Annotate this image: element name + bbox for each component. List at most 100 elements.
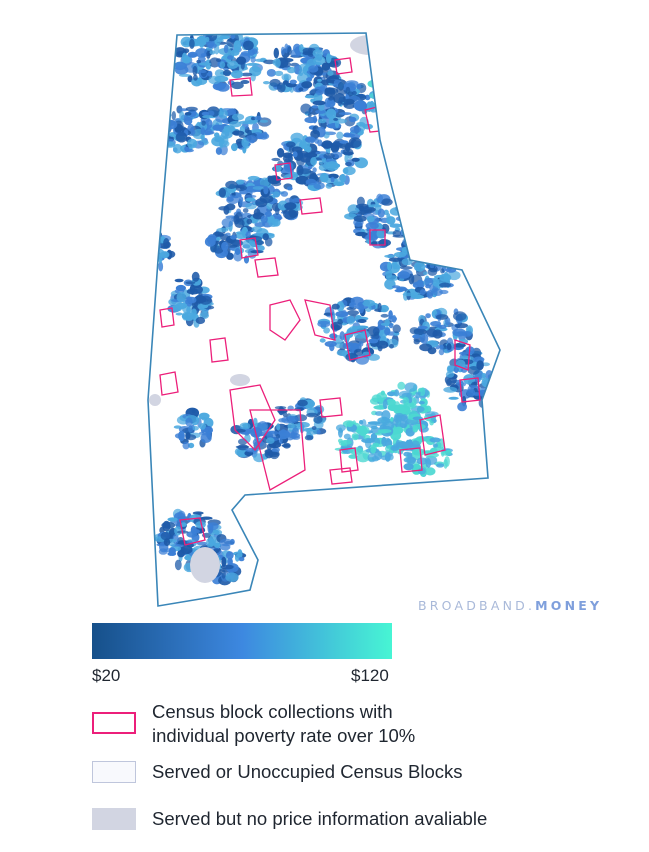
coverage-block [344, 142, 351, 152]
coverage-block [158, 261, 164, 272]
coverage-block [208, 43, 217, 49]
state-outline [147, 32, 501, 607]
brand-watermark: BROADBAND.MONEY [418, 598, 602, 613]
coverage-block [407, 452, 413, 459]
coverage-block [384, 254, 395, 258]
coverage-block [216, 236, 221, 241]
coverage-block [420, 83, 428, 95]
coverage-block [266, 69, 276, 77]
coverage-block [334, 119, 340, 128]
coverage-block [225, 572, 239, 582]
coverage-block [173, 61, 188, 71]
coverage-block [310, 157, 317, 166]
coverage-block [415, 252, 421, 258]
coverage-block [347, 310, 359, 316]
coverage-block [402, 292, 414, 297]
coverage-block [400, 43, 409, 50]
coverage-block [445, 317, 451, 326]
coverage-block [387, 95, 394, 103]
coverage-block [377, 67, 387, 75]
coverage-block [342, 342, 354, 350]
coverage-block [178, 430, 185, 442]
coverage-block [336, 301, 345, 312]
coverage-block [324, 87, 335, 94]
coverage-block [205, 36, 210, 43]
coverage-block [292, 198, 302, 203]
coverage-block [481, 372, 486, 379]
coverage-block [201, 111, 210, 116]
coverage-block [339, 173, 346, 183]
coverage-block [399, 217, 413, 222]
coverage-block [231, 143, 238, 152]
legend-no-price-label: Served but no price information avaliabl… [152, 808, 488, 829]
coverage-block [411, 66, 418, 73]
coverage-block [345, 80, 359, 87]
coverage-block [272, 191, 281, 198]
coverage-block [186, 296, 197, 304]
coverage-block [286, 141, 296, 148]
coverage-block [346, 421, 354, 428]
coverage-block [264, 211, 272, 217]
coverage-block [382, 399, 388, 410]
coverage-block [385, 92, 399, 103]
coverage-block [216, 83, 230, 92]
coverage-block [414, 84, 420, 88]
coverage-block [208, 535, 217, 546]
coverage-block [267, 175, 273, 180]
coverage-block [443, 386, 458, 393]
coverage-block [312, 49, 324, 58]
brand-part2: MONEY [535, 598, 603, 613]
poverty-outline [249, 409, 306, 491]
coverage-block [333, 93, 346, 104]
coverage-block [388, 322, 394, 329]
poverty-outline [254, 257, 279, 278]
coverage-block [393, 73, 401, 84]
coverage-block [351, 157, 360, 162]
coverage-block [402, 396, 410, 406]
coverage-block [175, 284, 186, 292]
coverage-block [312, 167, 317, 173]
coverage-block [251, 48, 258, 55]
coverage-block [444, 456, 450, 467]
coverage-block [221, 218, 234, 228]
coverage-block [407, 439, 414, 448]
coverage-block [219, 35, 230, 40]
coverage-block [385, 79, 399, 88]
coverage-block [390, 445, 400, 451]
coverage-block [250, 56, 256, 63]
coverage-block [218, 140, 230, 148]
coverage-block [375, 411, 384, 416]
coverage-block [185, 281, 196, 285]
coverage-block [231, 113, 245, 121]
poverty-outline [304, 299, 336, 341]
coverage-block [435, 314, 449, 320]
coverage-block [457, 402, 467, 412]
coverage-block [191, 271, 200, 282]
coverage-block [392, 90, 401, 94]
coverage-block [367, 326, 380, 337]
coverage-block [330, 176, 335, 183]
coverage-block [416, 279, 424, 288]
coverage-block [400, 96, 411, 107]
coverage-block [425, 458, 432, 468]
coverage-block [156, 120, 166, 130]
coverage-block [306, 412, 319, 418]
coverage-block [429, 437, 441, 443]
coverage-block [239, 422, 251, 430]
coverage-block [380, 313, 389, 318]
coverage-block [399, 90, 404, 94]
coverage-block [307, 112, 312, 118]
coverage-block [187, 138, 198, 149]
coverage-block [424, 467, 436, 476]
coverage-block [246, 218, 253, 225]
coverage-block [398, 75, 410, 80]
coverage-block [287, 66, 296, 74]
coverage-block [404, 69, 410, 73]
coverage-block [380, 51, 394, 57]
coverage-block [425, 240, 439, 245]
coverage-block [175, 312, 183, 316]
coverage-block [228, 559, 233, 564]
coverage-block [427, 239, 440, 248]
coverage-block [185, 106, 198, 112]
coverage-block [300, 103, 312, 114]
